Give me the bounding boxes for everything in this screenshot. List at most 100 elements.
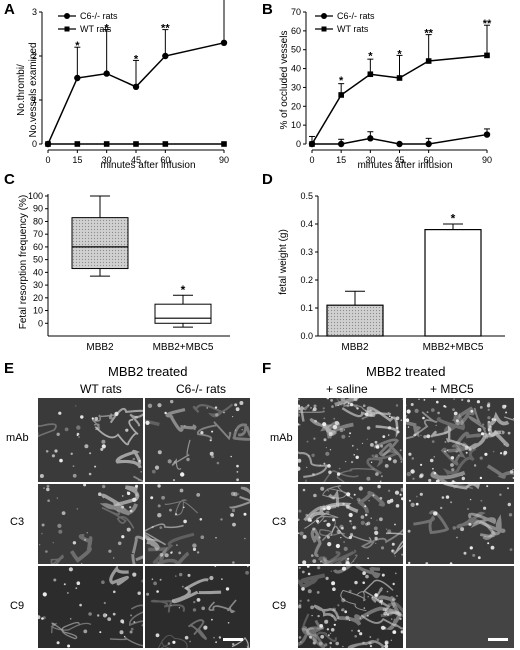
micrograph-speck: [331, 615, 334, 618]
micrograph-speck: [331, 405, 334, 408]
panel-a-ylabel-1: No.thrombi/: [16, 64, 27, 116]
micrograph-speck: [341, 566, 347, 571]
micrograph-speck: [201, 606, 205, 611]
micrograph-speck: [211, 455, 215, 459]
panel-b-point-square: [338, 92, 344, 98]
micrograph-speck: [314, 419, 317, 423]
micrograph-speck: [72, 465, 75, 467]
micrograph-speck: [307, 517, 312, 522]
micrograph-speck: [408, 561, 411, 564]
micrograph-speck: [101, 439, 106, 444]
micrograph-speck: [349, 520, 352, 523]
micrograph-speck: [78, 436, 80, 438]
micrograph-speck: [310, 407, 312, 409]
micrograph-speck: [151, 525, 154, 529]
micrograph-speck: [391, 542, 395, 546]
panel-d-category-label: MBB2: [341, 342, 369, 353]
micrograph-speck: [343, 541, 345, 543]
micrograph-speck: [312, 473, 315, 476]
micrograph-speck: [477, 427, 482, 432]
micrograph-speck: [137, 591, 141, 595]
scale-bar: [223, 638, 243, 641]
micrograph-speck: [370, 443, 374, 447]
micrograph-speck: [384, 644, 389, 648]
micrograph-strand: [360, 528, 403, 549]
micrograph-strand: [406, 411, 438, 440]
panel-a-point-square: [103, 141, 110, 147]
panel-b-series-line-2: [311, 54, 488, 145]
micrograph-speck: [418, 398, 420, 400]
micrograph-speck: [499, 493, 502, 496]
micrograph-strand: [109, 637, 143, 647]
panel-c-significance: *: [181, 283, 186, 297]
micrograph-speck: [113, 590, 116, 594]
micrograph-speck: [437, 411, 440, 415]
micrograph-speck: [369, 636, 372, 638]
micrograph-speck: [298, 636, 302, 639]
panel-e-col-c6: C6-/- rats: [176, 382, 227, 396]
panel-c-ytick-label: 100: [28, 191, 43, 201]
panel-a: A No.thrombi/ No.vessels examined minute…: [4, 0, 229, 171]
micrograph-speck: [406, 404, 407, 407]
micrograph-speck: [488, 432, 491, 435]
micrograph-strand: [373, 438, 403, 462]
micrograph-speck: [327, 634, 330, 637]
micrograph-speck: [121, 505, 125, 509]
micrograph-speck: [432, 467, 434, 470]
micrograph-speck: [368, 641, 372, 645]
panel-b-point-square: [309, 141, 315, 147]
micrograph-strand: [440, 444, 466, 466]
micrograph-speck: [356, 497, 361, 502]
micrograph-speck: [70, 452, 73, 455]
micrograph-speck: [336, 529, 341, 534]
micrograph-speck: [422, 416, 425, 420]
micrograph-speck: [63, 583, 66, 586]
micrograph-speck: [151, 578, 154, 580]
panel-a-xtick-label: 90: [219, 155, 229, 165]
micrograph-strand: [165, 408, 197, 432]
micrograph-speck: [298, 532, 300, 534]
micrograph-speck: [184, 635, 189, 640]
micrograph-speck: [175, 575, 177, 577]
micrograph-strand: [357, 490, 386, 514]
micrograph-speck: [206, 407, 208, 409]
micrograph-speck: [412, 477, 415, 480]
panel-b-xtick-label: 0: [309, 155, 314, 165]
micrograph-speck: [170, 604, 172, 607]
micrograph-e-wt-c9: [38, 566, 143, 648]
panel-b-legend-c6: C6-/- rats: [337, 11, 375, 21]
micrograph-speck: [390, 618, 393, 620]
micrograph-speck: [325, 576, 329, 580]
micrograph-speck: [43, 487, 45, 489]
micrograph-speck: [45, 450, 49, 453]
micrograph-strand: [99, 502, 139, 516]
panel-d-ytick-label: 0.4: [300, 219, 313, 229]
micrograph-speck: [312, 527, 316, 531]
micrograph-speck: [433, 456, 436, 458]
micrograph-speck: [237, 493, 240, 495]
micrograph-speck: [367, 595, 369, 598]
panel-a-xtick-label: 15: [72, 155, 82, 165]
panel-letter-e: E: [4, 360, 15, 377]
micrograph-speck: [332, 587, 336, 591]
micrograph-speck: [308, 454, 310, 457]
micrograph-speck: [395, 416, 400, 420]
micrograph-speck: [376, 519, 378, 521]
micrograph-speck: [341, 608, 345, 612]
micrograph-speck: [341, 526, 344, 530]
panel-a-point-circle: [103, 70, 110, 77]
micrograph-speck: [298, 398, 300, 401]
micrograph-speck: [307, 589, 312, 594]
micrograph-speck: [169, 508, 172, 512]
micrograph-strand: [94, 418, 139, 446]
micrograph-speck: [209, 451, 214, 456]
micrograph-speck: [391, 498, 394, 501]
micrograph-speck: [388, 434, 390, 436]
micrograph-speck: [245, 570, 249, 575]
micrograph-speck: [363, 607, 366, 609]
panel-a-legend-wt: WT rats: [80, 24, 112, 34]
panel-a-xtick-label: 30: [102, 155, 112, 165]
micrograph-speck: [122, 495, 124, 497]
micrograph-strand: [51, 621, 80, 640]
